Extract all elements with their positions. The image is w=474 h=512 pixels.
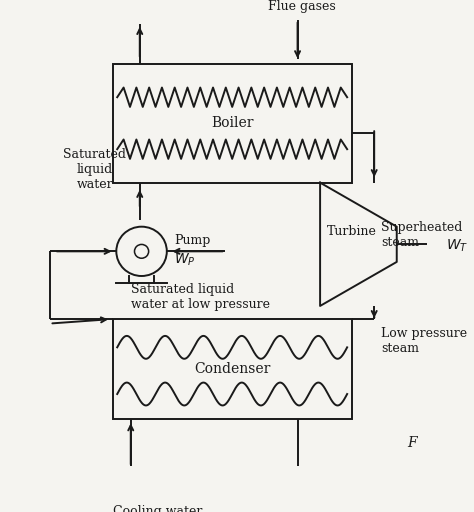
Text: Superheated
steam: Superheated steam: [382, 222, 463, 249]
Bar: [113, 319, 352, 419]
Text: Flue gases: Flue gases: [268, 0, 336, 13]
Bar: [113, 64, 352, 183]
Text: Turbine: Turbine: [328, 225, 377, 238]
Text: F: F: [407, 436, 417, 451]
Text: Saturated
liquid
water: Saturated liquid water: [63, 148, 126, 191]
Text: Cooling water: Cooling water: [113, 505, 202, 512]
Text: $W_P$: $W_P$: [174, 252, 196, 268]
Text: Boiler: Boiler: [211, 116, 254, 130]
Text: Pump: Pump: [174, 234, 210, 247]
Text: Low pressure
steam: Low pressure steam: [382, 327, 467, 355]
Text: Condenser: Condenser: [194, 362, 270, 376]
Text: Saturated liquid
water at low pressure: Saturated liquid water at low pressure: [131, 283, 270, 311]
Text: $W_T$: $W_T$: [447, 238, 469, 254]
